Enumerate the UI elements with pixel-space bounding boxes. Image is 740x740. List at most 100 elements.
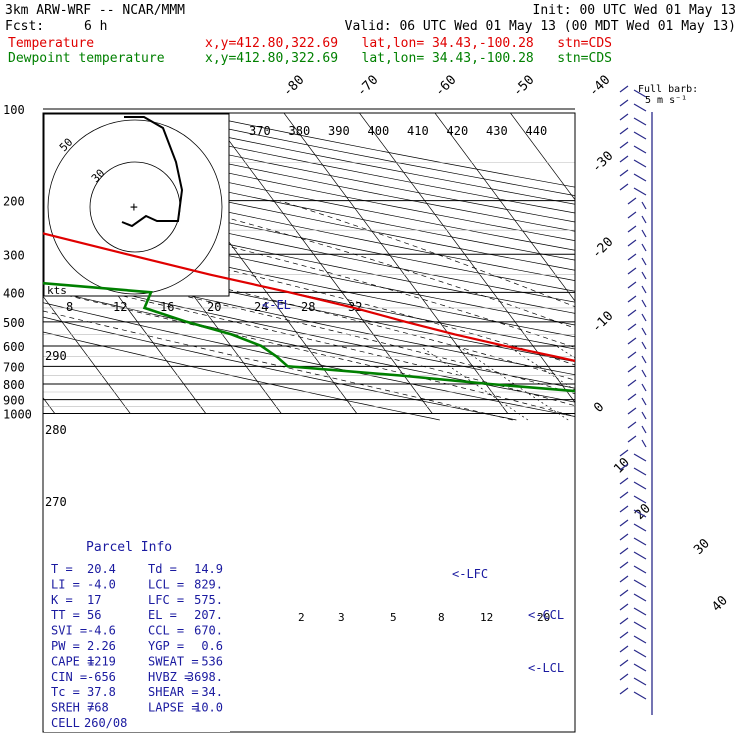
wind-barb (619, 113, 647, 126)
isotherm-label: 40 (709, 593, 731, 615)
dry-adiabat-line (43, 142, 575, 251)
hodograph-tick-label: 16 (160, 300, 174, 314)
pressure-label: 500 (3, 316, 25, 330)
dry-adiabat-line (43, 288, 575, 403)
isotherm-line (734, 109, 740, 414)
isotherm-label: -30 (589, 149, 616, 176)
wind-barb (627, 435, 647, 448)
theta-label: 420 (447, 124, 469, 138)
wind-barb (619, 463, 647, 476)
parcel-row-value: 207. (194, 608, 223, 622)
wind-barb (627, 351, 647, 364)
wind-barb (619, 99, 647, 112)
parcel-row-label: LAPSE = (148, 701, 199, 715)
level-marker: <-LFC (452, 567, 488, 581)
isotherm-line (434, 113, 575, 302)
wind-barb (619, 477, 647, 490)
dry-adiabat-line (43, 316, 517, 421)
isotherm-label: -40 (586, 73, 613, 100)
parcel-row-value: 34. (201, 685, 223, 699)
parcel-row-label: HVBZ = (148, 670, 191, 684)
dry-adiabat-line (43, 171, 575, 281)
hodograph-origin-marker: + (130, 200, 138, 215)
dewpoint-location: x,y=412.80,322.69 lat,lon= 34.43,-100.28… (205, 51, 612, 66)
parcel-row-label: CAPE = (51, 654, 94, 668)
theta-label: 390 (328, 124, 350, 138)
parcel-row-value: 260/08 (84, 716, 127, 730)
isotherm-label: 30 (691, 536, 713, 558)
theta-label: 280 (45, 423, 67, 437)
isotherm-label: 10 (611, 455, 633, 477)
dry-adiabat-line (43, 262, 575, 376)
wind-barb (619, 85, 647, 98)
parcel-row-value: -656 (87, 670, 116, 684)
parcel-row-label: LFC = (148, 593, 184, 607)
wind-barb (619, 505, 647, 518)
parcel-row-label: K = (51, 593, 73, 607)
theta-label: 400 (368, 124, 390, 138)
level-marker: <-EL (262, 298, 291, 312)
pressure-label: 400 (3, 286, 25, 300)
dry-adiabat-line (43, 161, 575, 271)
parcel-info-background (44, 537, 230, 732)
mixing-ratio-label: 3 (338, 611, 345, 624)
dry-adiabat-line (43, 302, 575, 417)
pressure-label: 900 (3, 394, 25, 408)
isotherm-label: -60 (432, 73, 459, 100)
isotherm-line (207, 113, 433, 414)
parcel-row-label: SWEAT = (148, 654, 199, 668)
isotherm-line (43, 295, 131, 414)
wind-barb (619, 155, 647, 168)
theta-label: 430 (486, 124, 508, 138)
parcel-row-value: 670. (194, 624, 223, 638)
dry-adiabat-line (43, 192, 575, 303)
level-marker: <-CCL (528, 608, 564, 622)
parcel-row-value: 20.4 (87, 562, 116, 576)
hodograph-tick-label: 12 (113, 300, 127, 314)
moist-adiabat-line (43, 276, 575, 407)
pressure-label: 100 (3, 103, 25, 117)
wind-barb (627, 197, 647, 210)
mixing-ratio-line (600, 346, 720, 420)
init-time: Init: 00 UTC Wed 01 May 13 (532, 3, 737, 18)
parcel-info-box: Parcel Info T = 20.4 Td = 14.9 LI = -4.0 LCL = 8… (44, 537, 230, 732)
dewpoint-legend: Dewpoint temperature (8, 51, 165, 66)
mixing-ratio-line (657, 346, 740, 420)
wind-barb (627, 211, 647, 224)
hodograph-tick-label: 24 (254, 300, 268, 314)
wind-barb (619, 127, 647, 140)
theta-label: 410 (407, 124, 429, 138)
isotherm-label: -50 (510, 73, 537, 100)
theta-label: 380 (289, 124, 311, 138)
isotherm-line (658, 109, 740, 414)
wind-barb (619, 547, 647, 560)
dewpoint-profile-line (43, 281, 575, 393)
isotherm-label: -70 (354, 73, 381, 100)
mixing-ratio-line (556, 345, 575, 359)
isotherm-label: 20 (632, 501, 654, 523)
hodograph-tick-label: 20 (207, 300, 221, 314)
isotherm-line (358, 113, 575, 403)
level-marker: <-LCL (528, 661, 564, 675)
dry-adiabat-line (43, 249, 575, 363)
parcel-row-value: 2.26 (87, 639, 116, 653)
hodograph-unit-label: kts (47, 284, 67, 297)
theta-label: 290 (45, 349, 67, 363)
parcel-row-label: CIN = (51, 670, 87, 684)
pressure-label: 200 (3, 195, 25, 209)
wind-barb (619, 449, 647, 462)
wind-barb (627, 323, 647, 336)
wind-barb (627, 239, 647, 252)
theta-label: 370 (249, 124, 271, 138)
mixing-ratio-label: 5 (390, 611, 397, 624)
wind-barb (627, 421, 647, 434)
plot-frame (42, 112, 576, 733)
wind-barb (627, 295, 647, 308)
moist-adiabat-line (43, 262, 575, 395)
dry-adiabat-line (43, 151, 575, 261)
wind-barb (619, 491, 647, 504)
wind-barb (619, 533, 647, 546)
isotherm-label: -10 (589, 309, 616, 336)
parcel-row-value: 575. (194, 593, 223, 607)
